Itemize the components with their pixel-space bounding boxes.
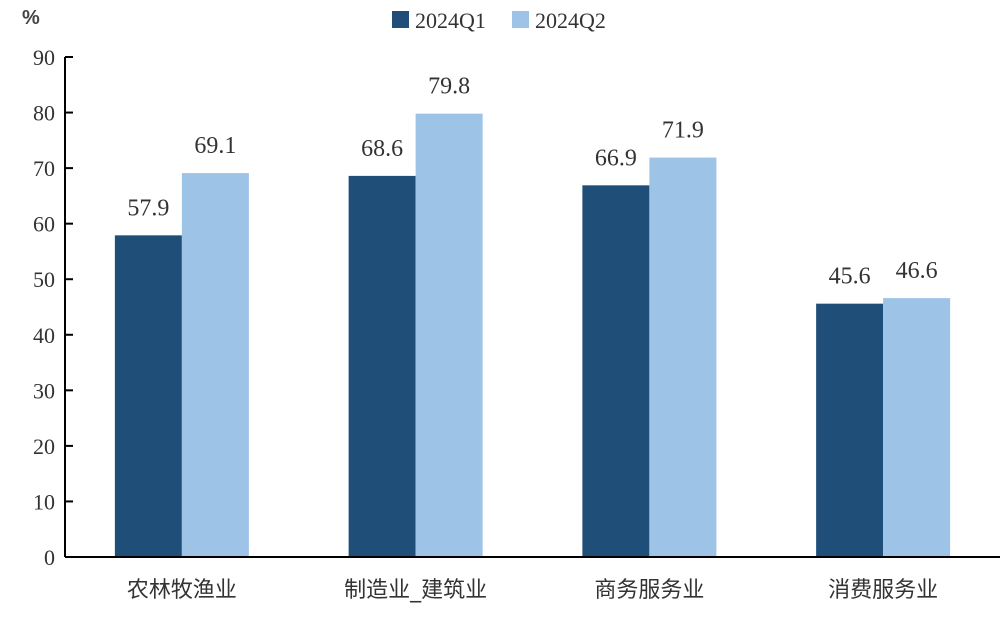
- bar-2024q1: [114, 235, 182, 558]
- x-category-label: 商务服务业: [594, 578, 704, 603]
- bar-value-label: 66.9: [595, 145, 637, 171]
- legend-label-2024q2: 2024Q2: [535, 8, 606, 33]
- y-tick-label: 40: [33, 323, 55, 348]
- y-tick-label: 60: [33, 212, 55, 237]
- bar-2024q2: [181, 173, 249, 557]
- x-category-label: 消费服务业: [828, 578, 938, 603]
- y-tick-label: 80: [33, 101, 55, 126]
- legend-swatch-2024q1: [392, 11, 409, 28]
- bar-value-label: 71.9: [662, 118, 704, 144]
- y-tick-label: 70: [33, 156, 55, 181]
- bar-2024q2: [883, 298, 951, 557]
- x-category-label: 农林牧渔业: [127, 578, 237, 603]
- y-unit-label: %: [22, 7, 40, 29]
- legend-label-2024q1: 2024Q1: [415, 8, 486, 33]
- bar-2024q1: [816, 303, 884, 557]
- y-tick-label: 50: [33, 267, 55, 292]
- y-tick-label: 0: [44, 545, 55, 570]
- bar-value-label: 79.8: [428, 74, 470, 100]
- bars: [114, 113, 951, 558]
- legend: 2024Q1 2024Q2: [392, 8, 606, 33]
- bar-2024q2: [649, 157, 717, 558]
- value-labels: 57.9 69.1 68.6 79.8 66.9 71.9 45.6 46.6: [127, 74, 937, 290]
- y-tick-label: 30: [33, 378, 55, 403]
- y-tick-label: 10: [33, 489, 55, 514]
- y-axis: 0 10 20 30 40 50 60 70 80 90: [33, 45, 73, 570]
- bar-2024q2: [415, 113, 483, 558]
- legend-swatch-2024q2: [512, 11, 529, 28]
- y-tick-label: 90: [33, 45, 55, 70]
- bar-2024q1: [582, 185, 650, 558]
- bar-value-label: 45.6: [829, 264, 871, 290]
- x-axis: 农林牧渔业 制造业_建筑业 商务服务业 消费服务业: [65, 556, 1000, 603]
- bar-value-label: 46.6: [896, 258, 938, 284]
- bar-2024q1: [348, 175, 416, 557]
- y-tick-label: 20: [33, 434, 55, 459]
- bar-value-label: 57.9: [127, 195, 169, 221]
- bar-value-label: 69.1: [194, 133, 236, 159]
- bar-value-label: 68.6: [361, 136, 403, 162]
- x-category-label: 制造业_建筑业: [344, 578, 487, 603]
